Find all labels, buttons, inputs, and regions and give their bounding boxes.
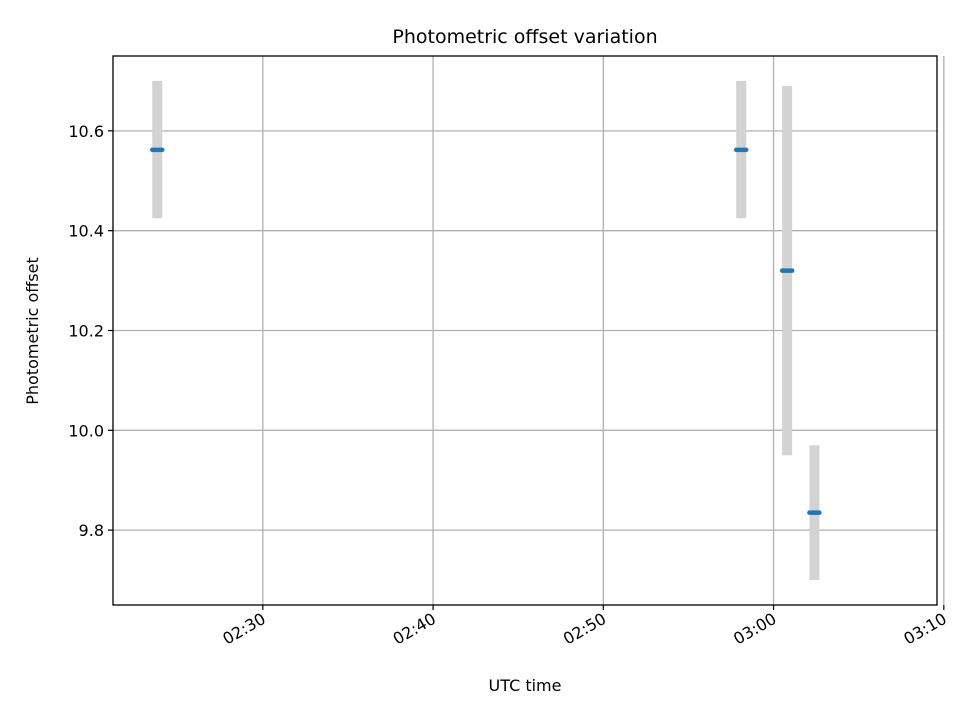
y-tick-label: 10.4 [68,222,104,241]
x-tick-label: 02:50 [560,609,609,649]
y-axis: 9.8 10.0 10.2 10.4 10.6 [68,122,113,540]
y-tick-label: 10.6 [68,122,104,141]
x-tick-label: 03:10 [900,609,949,649]
y-tick-label: 10.0 [68,421,104,440]
y-tick-label: 9.8 [79,521,104,540]
x-axis: 02:30 02:40 02:50 03:00 03:10 [219,605,950,649]
y-axis-title: Photometric offset [23,257,42,405]
grid [113,56,945,605]
data-points [150,147,822,515]
chart-title: Photometric offset variation [392,26,657,48]
y-tick-label: 10.2 [68,322,104,341]
x-tick-label: 02:40 [390,609,439,649]
x-tick-label: 03:00 [730,609,779,649]
x-axis-title: UTC time [489,676,562,695]
x-tick-label: 02:30 [219,609,268,649]
